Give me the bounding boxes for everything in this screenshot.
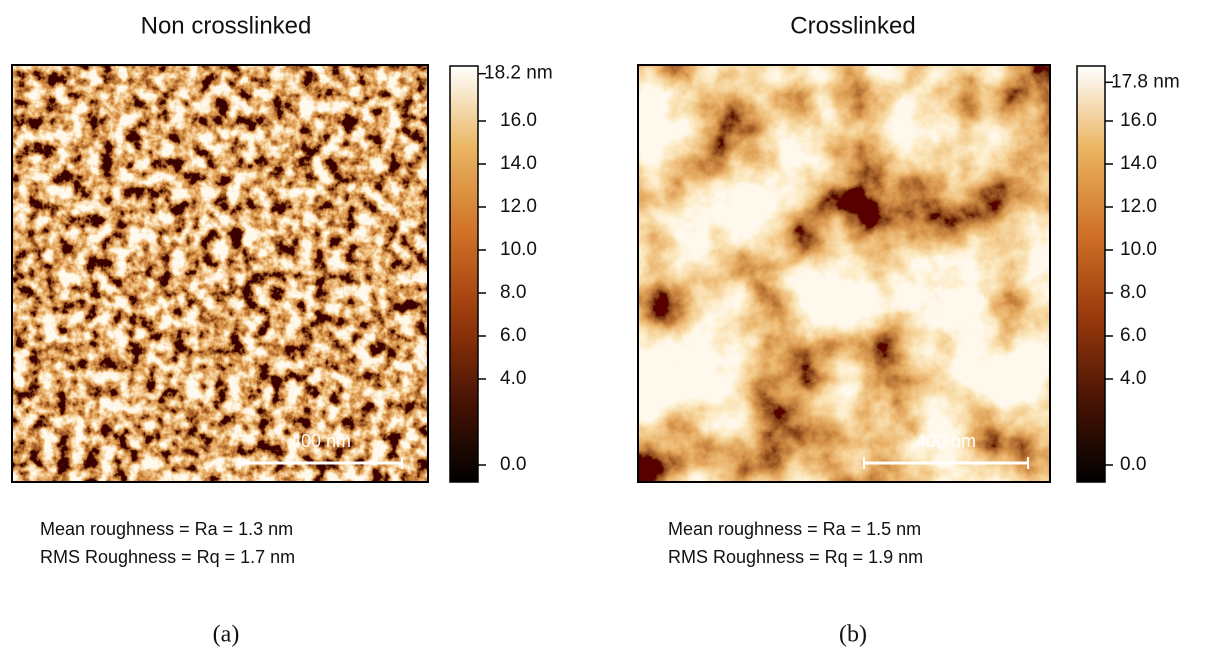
colorbar-tick-label: 10.0 [500, 239, 537, 260]
colorbar-tick-label: 14.0 [500, 153, 537, 174]
colorbar-tick-label: 18.2 nm [484, 63, 553, 84]
colorbar-tick-label: 17.8 nm [1111, 71, 1180, 92]
roughness-text: RMS Roughness = Rq = 1.7 nm [40, 547, 295, 567]
panel-title: Crosslinked [790, 12, 915, 39]
panel-caption: (a) [213, 622, 240, 648]
colorbar-tick-label: 16.0 [1120, 110, 1157, 131]
scale-bar-label: 400 nm [291, 431, 351, 451]
colorbar-tick-label: 10.0 [1120, 239, 1157, 260]
colorbar-tick-label: 0.0 [500, 454, 526, 475]
afm-image [638, 65, 1050, 482]
colorbar-tick-label: 6.0 [500, 325, 526, 346]
colorbar-tick-label: 0.0 [1120, 454, 1146, 475]
colorbar-tick-label: 16.0 [500, 110, 537, 131]
panel: Non crosslinked 400 nm 18.2 nm 16.0 14.0 12.0… [12, 12, 553, 647]
figure: Non crosslinked 400 nm 18.2 nm 16.0 14.0 12.0… [0, 0, 1207, 651]
afm-image [12, 65, 428, 482]
colorbar-tick-label: 8.0 [1120, 282, 1146, 303]
panel-title: Non crosslinked [141, 12, 312, 39]
colorbar [1077, 66, 1105, 482]
colorbar-tick-label: 4.0 [500, 368, 526, 389]
roughness-text: Mean roughness = Ra = 1.3 nm [40, 519, 293, 539]
colorbar-tick-label: 12.0 [1120, 196, 1157, 217]
colorbar-tick-label: 12.0 [500, 196, 537, 217]
roughness-text: Mean roughness = Ra = 1.5 nm [668, 519, 921, 539]
panel-caption: (b) [839, 622, 867, 648]
colorbar-tick-label: 8.0 [500, 282, 526, 303]
colorbar-tick-label: 14.0 [1120, 153, 1157, 174]
roughness-text: RMS Roughness = Rq = 1.9 nm [668, 547, 923, 567]
colorbar-tick-label: 4.0 [1120, 368, 1146, 389]
scale-bar-label: 400 nm [916, 431, 976, 451]
panel: Crosslinked 400 nm 17.8 nm 16.0 14.0 12.0 10.0… [638, 12, 1180, 647]
colorbar-tick-label: 6.0 [1120, 325, 1146, 346]
colorbar [450, 66, 478, 482]
